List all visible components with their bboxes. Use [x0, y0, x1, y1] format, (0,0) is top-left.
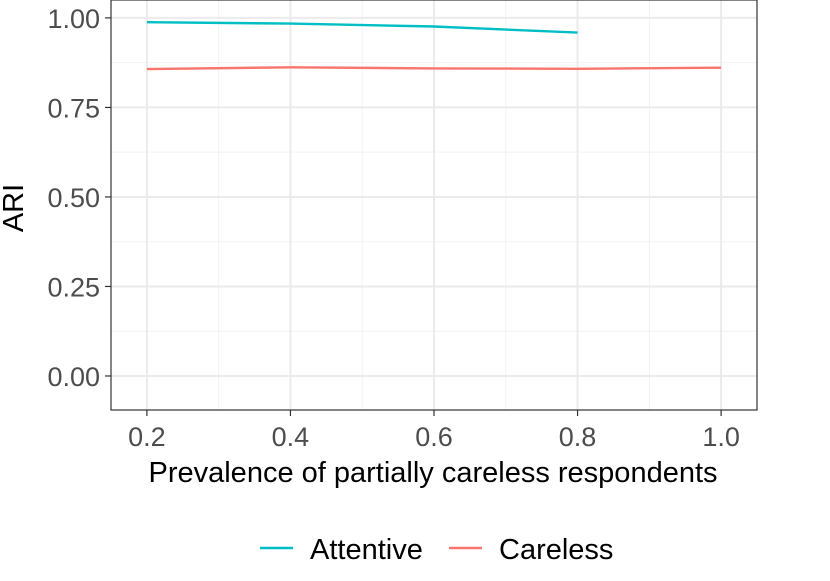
- x-tick-label: 0.4: [272, 422, 310, 452]
- x-tick-label: 0.6: [415, 422, 453, 452]
- y-tick-label: 0.50: [47, 183, 100, 213]
- legend-label-careless: Careless: [499, 534, 613, 566]
- y-tick-label: 0.00: [47, 362, 100, 392]
- legend: Attentive Careless: [260, 534, 613, 566]
- series-line-careless: [146, 66, 722, 71]
- series-layer: [146, 21, 722, 71]
- x-tick-label: 0.8: [559, 422, 597, 452]
- y-tick-label: 1.00: [47, 4, 100, 34]
- y-axis-title: ARI: [0, 184, 30, 232]
- y-tick-label: 0.25: [47, 272, 100, 302]
- x-tick-label: 0.2: [128, 422, 166, 452]
- x-tick-label: 1.0: [702, 422, 740, 452]
- series-line-attentive: [146, 21, 578, 34]
- y-axis: 0.00 0.25 0.50 0.75 1.00: [47, 4, 111, 392]
- legend-label-attentive: Attentive: [310, 534, 423, 566]
- x-axis-title: Prevalence of partially careless respond…: [148, 457, 717, 489]
- x-axis: 0.2 0.4 0.6 0.8 1.0: [128, 410, 740, 452]
- y-tick-label: 0.75: [47, 93, 100, 123]
